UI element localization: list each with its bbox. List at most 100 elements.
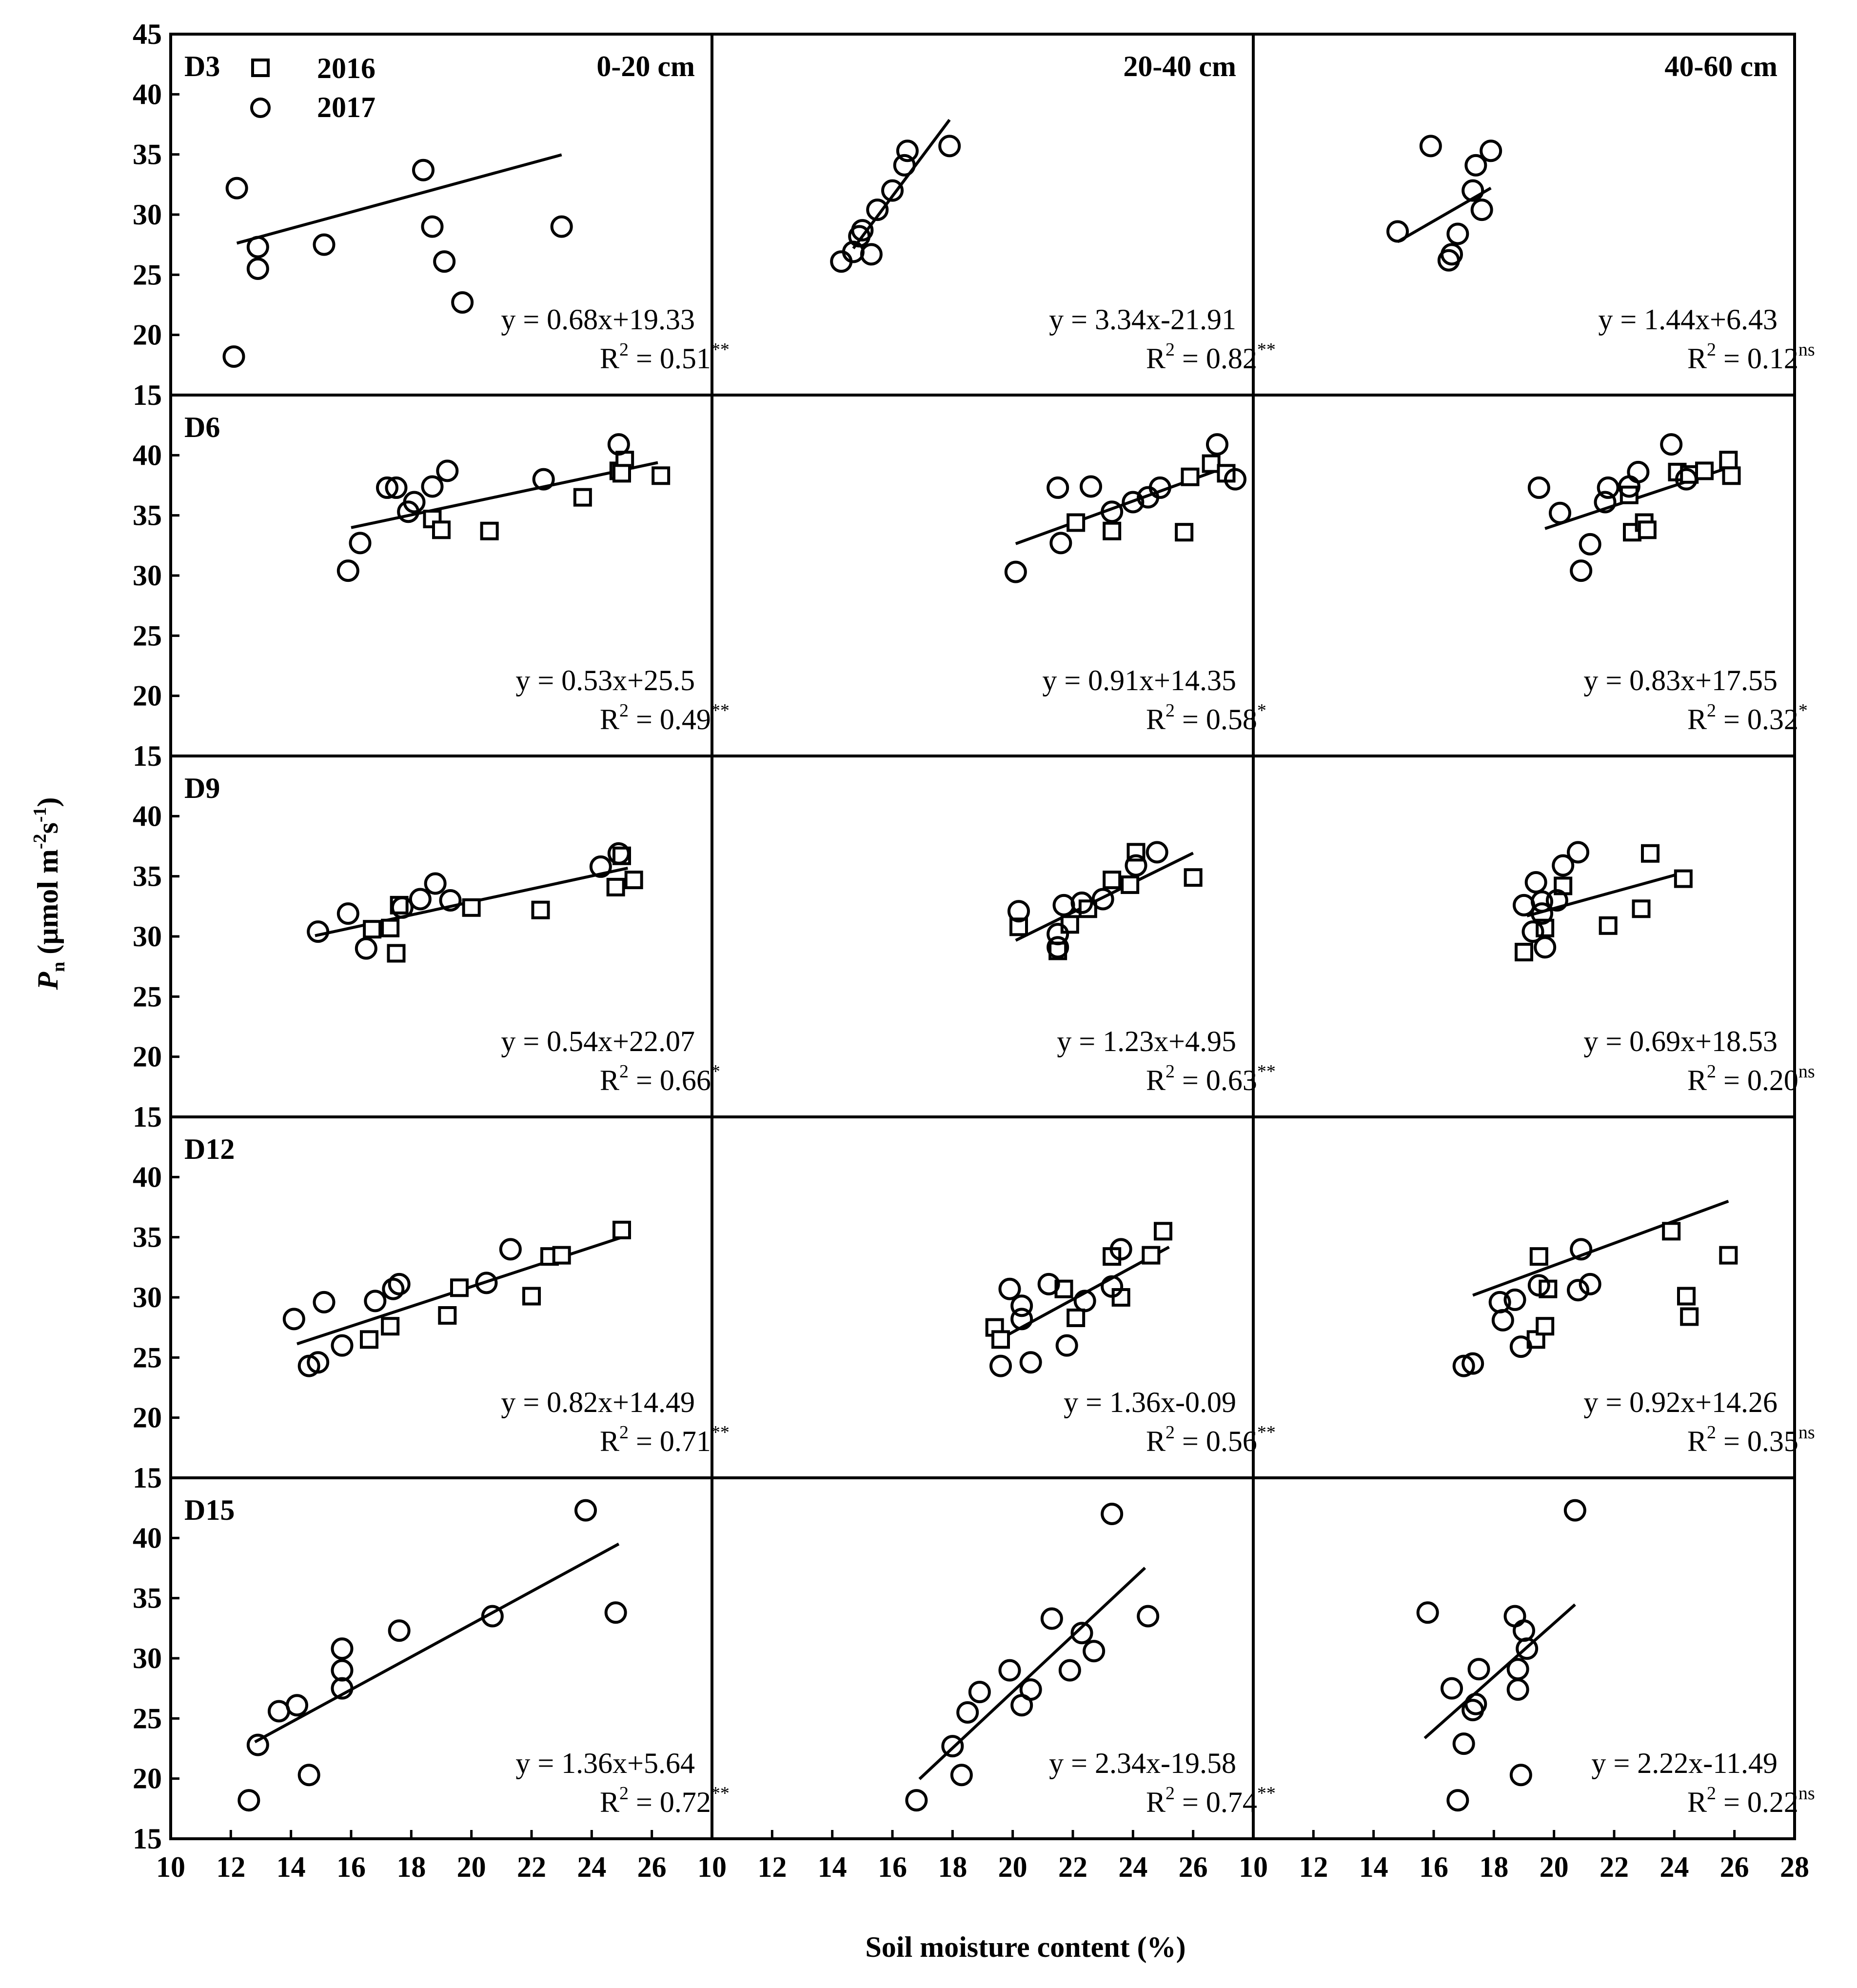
x-tick-label: 18 <box>1479 1851 1508 1883</box>
r2-exponent: 2 <box>1707 1422 1716 1443</box>
r-squared: R2 = 0.51** <box>600 339 730 375</box>
data-point-2017 <box>1480 139 1502 162</box>
x-tick-label: 24 <box>1659 1851 1689 1883</box>
r-squared: R2 = 0.63** <box>1146 1061 1276 1096</box>
data-point-2016 <box>1674 869 1693 888</box>
data-point-2017 <box>481 1605 504 1628</box>
data-point-2017 <box>1055 1334 1078 1357</box>
data-point-2017 <box>989 1354 1012 1377</box>
legend-label-2017: 2017 <box>317 91 375 123</box>
data-point-2017 <box>1125 854 1147 877</box>
data-point-2017 <box>1101 1503 1124 1525</box>
data-point-2017 <box>860 243 883 266</box>
y-tick-label: 40 <box>133 439 162 471</box>
data-point-2016 <box>1662 1222 1681 1241</box>
r2-value: = 0.74 <box>1175 1786 1257 1818</box>
r2-value: = 0.49 <box>629 703 711 736</box>
y-axis-label-main: P <box>32 972 64 991</box>
r2-exponent: 2 <box>619 1783 629 1804</box>
column-label: 0-20 cm <box>596 50 695 82</box>
r2-prefix: R <box>1146 1425 1166 1457</box>
data-point-2017 <box>998 1659 1021 1682</box>
significance-marker: ** <box>1257 1061 1276 1082</box>
data-point-2016 <box>381 918 400 937</box>
significance-marker: * <box>711 1061 720 1082</box>
data-point-2017 <box>1675 468 1698 491</box>
r2-prefix: R <box>1687 342 1707 375</box>
panel-D6-40-60 cm: y = 0.83x+17.55 R2 = 0.32* <box>1527 433 1808 736</box>
data-point-2017 <box>1441 1677 1463 1700</box>
x-tick-label: 12 <box>216 1851 245 1883</box>
data-point-2017 <box>1037 1272 1060 1295</box>
data-point-2017 <box>1004 560 1027 583</box>
data-point-2016 <box>1060 915 1079 934</box>
data-point-2017 <box>336 902 359 925</box>
x-tick-label: 14 <box>1359 1851 1388 1883</box>
r2-prefix: R <box>600 342 619 375</box>
r2-prefix: R <box>600 1786 619 1818</box>
regression-equation: y = 1.36x-0.09 <box>1064 1386 1236 1418</box>
regression-equation: y = 0.53x+25.5 <box>515 664 695 696</box>
data-point-2017 <box>246 1733 269 1756</box>
data-point-2017 <box>388 1619 411 1642</box>
panel-D15-0-20 cm: y = 1.36x+5.64 R2 = 0.72** <box>237 1499 730 1818</box>
y-tick-label: 40 <box>133 78 162 110</box>
regression-line <box>254 1542 620 1744</box>
panel-D3-0-20 cm: y = 0.68x+19.33R2 = 0.51** <box>222 153 730 375</box>
data-point-2017 <box>436 459 459 482</box>
y-tick-label: 25 <box>133 258 162 291</box>
panel-D3-20-40 cm: y = 3.34x-21.91R2 = 0.82** <box>830 119 1276 375</box>
data-point-2017 <box>1545 889 1568 912</box>
row-label: D6 <box>184 411 220 443</box>
data-point-2017 <box>1534 936 1557 959</box>
data-point-2017 <box>246 258 269 280</box>
panel-D6-0-20 cm: y = 0.53x+25.5 R2 = 0.49** <box>336 433 730 736</box>
data-point-2017 <box>1058 1659 1081 1682</box>
r2-prefix: R <box>1687 1064 1707 1096</box>
data-point-2017 <box>1091 888 1114 911</box>
y-axis-label-mid: s <box>32 822 64 834</box>
y-tick-label: 15 <box>133 1462 162 1494</box>
regression-equation: y = 0.82x+14.49 <box>501 1386 695 1418</box>
y-tick-label: 20 <box>133 1763 162 1795</box>
r2-prefix: R <box>600 1064 619 1096</box>
data-point-2017 <box>331 1334 354 1357</box>
regression-equation: y = 2.22x-11.49 <box>1591 1747 1778 1779</box>
r-squared: R2 = 0.74** <box>1146 1783 1276 1818</box>
r2-exponent: 2 <box>1166 1061 1175 1082</box>
data-point-2017 <box>1047 923 1069 946</box>
data-point-2016 <box>1142 1246 1161 1265</box>
data-point-2016 <box>612 1220 631 1239</box>
panel-D9-20-40 cm: y = 1.23x+4.95 R2 = 0.63** <box>1008 841 1276 1096</box>
data-point-2017 <box>1452 1354 1475 1377</box>
y-tick-label: 40 <box>133 800 162 832</box>
y-tick-label: 20 <box>133 680 162 712</box>
data-point-2016 <box>1103 521 1122 540</box>
data-point-2016 <box>363 920 382 939</box>
regression-equation: y = 0.83x+17.55 <box>1583 664 1778 696</box>
data-point-2017 <box>1148 476 1171 499</box>
data-point-2016 <box>1719 451 1738 470</box>
data-point-2016 <box>606 877 625 896</box>
r-squared: R2 = 0.22ns <box>1687 1783 1815 1818</box>
data-point-2017 <box>499 1238 522 1261</box>
significance-marker: ns <box>1798 1061 1815 1082</box>
regression-line <box>1472 1199 1729 1297</box>
significance-marker: ** <box>711 1422 730 1443</box>
data-point-2017 <box>893 154 916 177</box>
data-point-2017 <box>1206 433 1228 456</box>
y-axis-label: Pn (μmol m-2s-1) <box>30 797 69 990</box>
x-tick-label: 18 <box>396 1851 426 1883</box>
x-tick-label: 24 <box>1118 1851 1147 1883</box>
data-point-2017 <box>1416 1601 1439 1624</box>
x-tick-label: 22 <box>1058 1851 1087 1883</box>
panel-D9-0-20 cm: y = 0.54x+22.07 R2 = 0.66* <box>307 842 720 1096</box>
r-squared: R2 = 0.56** <box>1146 1422 1276 1457</box>
data-point-2017 <box>1627 460 1650 483</box>
data-point-2017 <box>938 135 961 158</box>
data-point-2017 <box>896 139 919 162</box>
data-point-2017 <box>574 1499 597 1522</box>
data-point-2017 <box>1579 533 1601 556</box>
r2-value: = 0.82 <box>1175 342 1257 375</box>
panel-D6-20-40 cm: y = 0.91x+14.35 R2 = 0.58* <box>1004 433 1266 736</box>
